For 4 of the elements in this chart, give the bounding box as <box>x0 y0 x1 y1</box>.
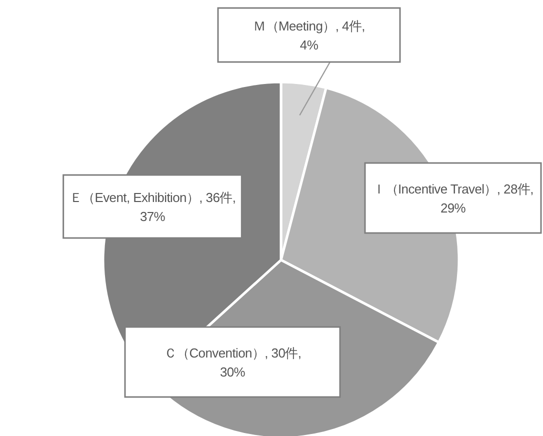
slice-label: Ｍ（Meeting）, 4件, 4% <box>253 18 365 52</box>
slice-label: Ｃ（Convention）, 30件, 30% <box>164 346 302 380</box>
slice-label: Ｉ（Incentive Travel）, 28件, 29% <box>372 182 534 216</box>
slice-label: Ｅ（Event, Exhibition）, 36件, 37% <box>69 190 236 224</box>
